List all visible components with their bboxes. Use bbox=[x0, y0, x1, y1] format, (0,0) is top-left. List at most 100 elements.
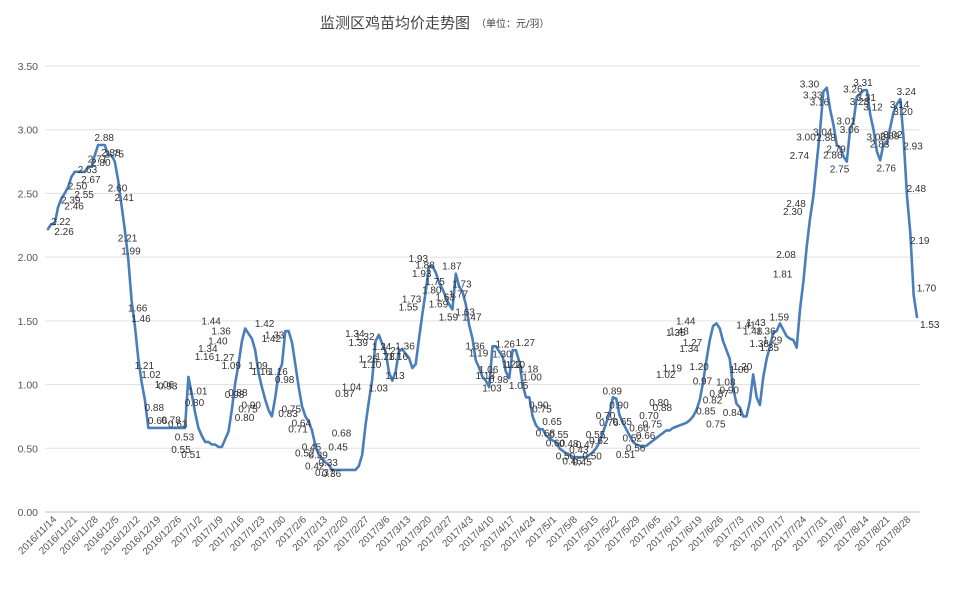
data-label: 1.02 bbox=[141, 370, 161, 381]
data-label: 1.21 bbox=[382, 346, 402, 357]
data-label: 1.06 bbox=[730, 365, 750, 376]
data-label: 1.35 bbox=[760, 343, 780, 354]
data-label: 1.59 bbox=[770, 312, 790, 323]
data-label: 1.18 bbox=[519, 365, 539, 376]
data-label: 1.43 bbox=[746, 318, 766, 329]
data-label: 1.05 bbox=[509, 381, 529, 392]
data-label: 0.37 bbox=[315, 468, 335, 479]
data-label: 2.19 bbox=[910, 236, 930, 247]
data-label: 1.36 bbox=[756, 327, 776, 338]
data-label: 1.33 bbox=[265, 331, 285, 342]
data-labels: 2.222.26 2.392.46 2.502.55 2.632.67 2.712.80… bbox=[51, 78, 940, 480]
data-label: 1.36 bbox=[465, 342, 485, 353]
data-label: 0.98 bbox=[275, 375, 295, 386]
data-label: 1.29 bbox=[763, 336, 783, 347]
data-label: 2.48 bbox=[907, 184, 927, 195]
data-label: 1.26 bbox=[359, 354, 379, 365]
data-label: 0.70 bbox=[639, 411, 659, 422]
x-axis-ticks: 2016/11/142016/11/212016/11/282016/12/52… bbox=[16, 514, 913, 557]
data-label: 1.27 bbox=[683, 338, 703, 349]
data-label: 2.86 bbox=[823, 151, 843, 162]
data-label: 1.20 bbox=[733, 362, 753, 373]
data-label: 0.48 bbox=[559, 439, 579, 450]
data-label: 0.43 bbox=[569, 445, 589, 456]
data-label: 1.24 bbox=[372, 342, 392, 353]
data-label: 1.06 bbox=[479, 365, 499, 376]
data-label: 1.73 bbox=[452, 280, 472, 291]
data-label: 1.13 bbox=[385, 371, 405, 382]
data-label: 2.50 bbox=[68, 181, 88, 192]
data-label: 1.70 bbox=[917, 283, 937, 294]
data-label: 0.47 bbox=[576, 440, 596, 451]
data-label: 0.64 bbox=[292, 418, 312, 429]
data-label: 1.81 bbox=[773, 269, 793, 280]
series-line bbox=[46, 86, 919, 472]
data-label: 1.09 bbox=[222, 361, 242, 372]
data-label: 1.19 bbox=[469, 348, 489, 359]
data-label: 0.70 bbox=[596, 411, 616, 422]
data-label: 3.24 bbox=[897, 87, 917, 98]
data-label: 3.16 bbox=[810, 97, 830, 108]
data-label: 1.00 bbox=[522, 373, 542, 384]
data-label: 1.16 bbox=[389, 352, 409, 363]
data-label: 1.34 bbox=[345, 329, 365, 340]
data-label: 1.20 bbox=[689, 362, 709, 373]
data-label: 1.42 bbox=[262, 334, 282, 345]
data-label: 3.31 bbox=[857, 93, 877, 104]
data-label: 2.93 bbox=[903, 142, 923, 153]
data-label: 0.87 bbox=[335, 389, 355, 400]
data-label: 2.74 bbox=[790, 151, 810, 162]
data-label: 1.36 bbox=[395, 342, 415, 353]
data-label: 0.50 bbox=[556, 451, 576, 462]
data-label: 1.44 bbox=[676, 317, 696, 328]
data-label: 1.80 bbox=[422, 286, 442, 297]
data-label: 1.36 bbox=[211, 327, 231, 338]
data-label: 0.50 bbox=[582, 451, 602, 462]
data-label: 3.30 bbox=[800, 80, 820, 91]
data-label: 0.45 bbox=[328, 443, 348, 454]
data-label: 0.68 bbox=[332, 428, 352, 439]
data-label: 0.66 bbox=[636, 431, 656, 442]
data-label: 0.68 bbox=[536, 428, 556, 439]
data-label: 2.75 bbox=[830, 165, 850, 176]
data-label: 0.85 bbox=[696, 407, 716, 418]
data-label: 0.45 bbox=[572, 458, 592, 469]
data-label: 0.90 bbox=[529, 400, 549, 411]
data-label: 2.67 bbox=[81, 175, 101, 186]
data-label: 0.98 bbox=[489, 375, 509, 386]
data-label: 0.46 bbox=[562, 456, 582, 467]
data-label: 1.41 bbox=[736, 320, 756, 331]
data-label: 0.97 bbox=[693, 376, 713, 387]
data-label: 2.48 bbox=[786, 199, 806, 210]
data-label: 0.80 bbox=[185, 398, 205, 409]
data-label: 0.75 bbox=[532, 404, 552, 415]
data-label: 0.52 bbox=[295, 449, 315, 460]
data-label: 1.28 bbox=[375, 352, 395, 363]
data-label: 1.93 bbox=[412, 269, 432, 280]
data-label: 0.55 bbox=[586, 430, 606, 441]
data-label: 1.08 bbox=[716, 377, 736, 388]
data-label: 1.16 bbox=[252, 367, 272, 378]
data-label: 3.01 bbox=[836, 116, 856, 127]
data-label: 1.16 bbox=[195, 352, 215, 363]
data-label: 3.33 bbox=[803, 91, 823, 102]
data-label: 1.42 bbox=[255, 319, 275, 330]
data-label: 1.27 bbox=[215, 353, 235, 364]
data-label: 3.26 bbox=[843, 85, 863, 96]
data-label: 0.65 bbox=[613, 417, 633, 428]
data-label: 2.79 bbox=[826, 145, 846, 156]
data-label: 0.84 bbox=[723, 408, 743, 419]
data-label: 2.80 bbox=[91, 158, 111, 169]
data-label: 2.26 bbox=[54, 227, 74, 238]
data-label: 0.93 bbox=[158, 382, 178, 393]
data-label: 1.10 bbox=[506, 360, 526, 371]
data-label: 1.99 bbox=[121, 246, 141, 257]
data-label: 0.80 bbox=[649, 398, 669, 409]
chart-title: 监测区鸡苗均价走势图 bbox=[320, 14, 470, 32]
data-label: 1.06 bbox=[155, 380, 175, 391]
data-label: 2.39 bbox=[61, 195, 81, 206]
data-label: 1.46 bbox=[131, 314, 151, 325]
data-label: 1.03 bbox=[369, 384, 389, 395]
data-label: 2.63 bbox=[78, 165, 98, 176]
data-label: 1.38 bbox=[750, 339, 770, 350]
